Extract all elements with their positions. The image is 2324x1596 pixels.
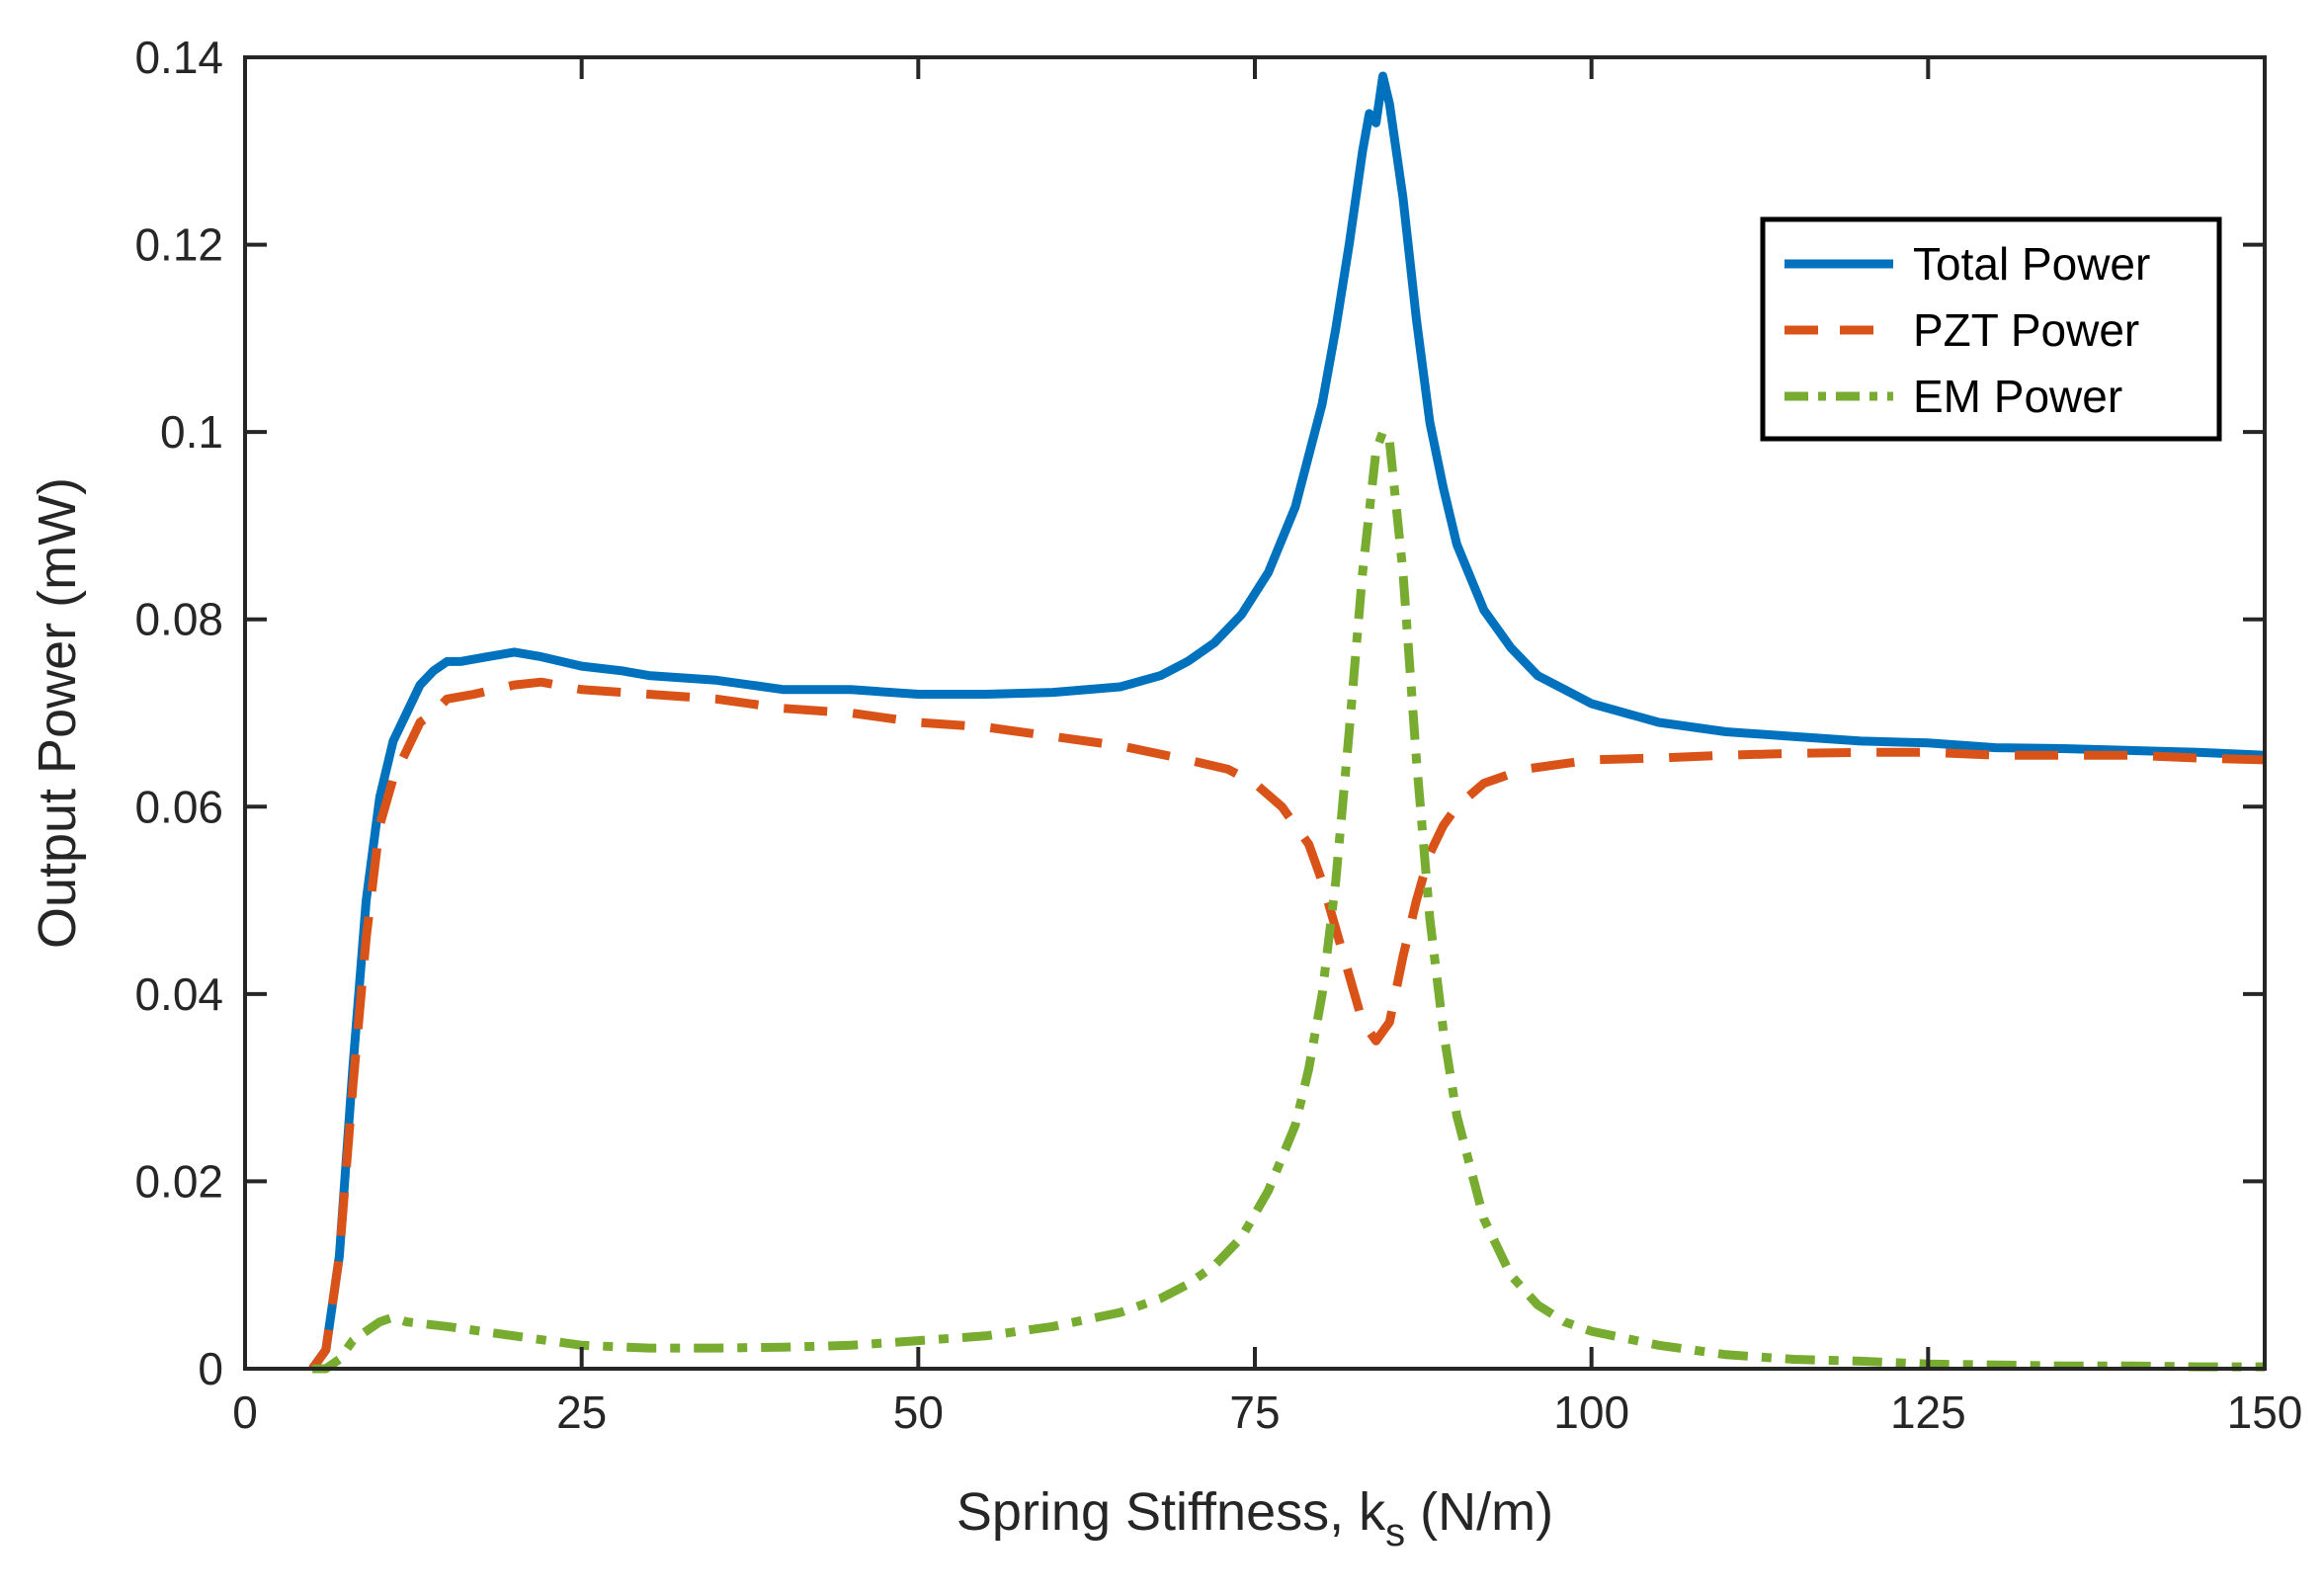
x-tick-label: 100 <box>1553 1386 1629 1438</box>
legend-entry-label: PZT Power <box>1913 304 2139 356</box>
x-axis-label-unit: (N/m) <box>1405 1482 1553 1542</box>
y-tick-label: 0.04 <box>134 968 223 1020</box>
series-line-1 <box>308 71 2266 1372</box>
y-tick-label: 0.06 <box>134 781 223 832</box>
y-tick-label: 0.08 <box>134 594 223 645</box>
y-axis-label: Output Power (mW) <box>28 477 87 949</box>
x-tick-label: 50 <box>893 1386 944 1438</box>
series-line-2 <box>308 677 2266 1372</box>
legend: Total Power PZT Power EM Power <box>1760 216 2222 442</box>
series-layer <box>308 71 2266 1374</box>
x-axis-label-subscript: s <box>1385 1511 1405 1554</box>
x-tick-label: 75 <box>1229 1386 1280 1438</box>
y-tick-label: 0 <box>198 1343 223 1394</box>
y-tick-label: 0.12 <box>134 219 223 271</box>
x-tick-label: 150 <box>2227 1386 2303 1438</box>
legend-entry-label: EM Power <box>1913 371 2122 422</box>
x-tick-label: 25 <box>556 1386 607 1438</box>
legend-entry-label: Total Power <box>1913 238 2150 290</box>
x-axis-label: Spring Stiffness, ks (N/m) <box>956 1482 1553 1554</box>
x-tick-label: 125 <box>1890 1386 1966 1438</box>
series-line-3 <box>312 427 2265 1374</box>
ticks-layer: 0 25 50 75 100 125 150 0 0.02 0.04 0.06 0.08 0.1 0.12… <box>134 32 2302 1438</box>
x-axis-label-main: Spring Stiffness, k <box>956 1482 1386 1542</box>
y-tick-label: 0.1 <box>160 406 223 458</box>
y-tick-label: 0.14 <box>134 32 223 83</box>
y-tick-label: 0.02 <box>134 1155 223 1207</box>
x-tick-label: 0 <box>232 1386 258 1438</box>
legend-box <box>1760 216 2222 442</box>
